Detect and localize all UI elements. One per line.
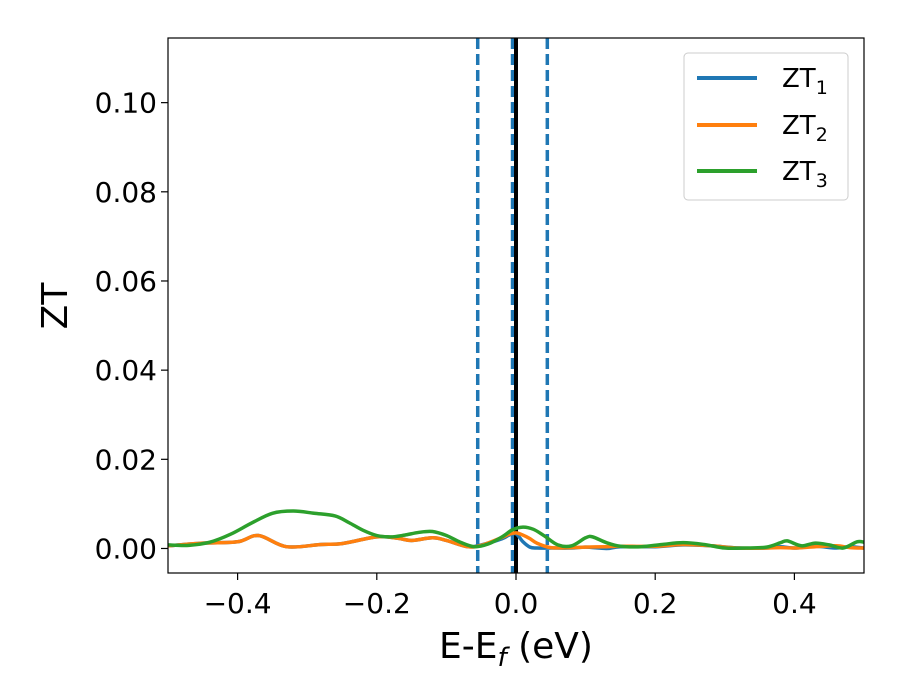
x-axis: −0.4 −0.2 0.0 0.2 0.4	[204, 573, 817, 620]
series-layer	[168, 509, 864, 551]
x-axis-label: E-Ef (eV)	[439, 626, 593, 673]
y-tick-label-0-00: 0.00	[95, 532, 157, 565]
x-axis-label-suffix: (eV)	[507, 626, 593, 667]
x-tick-label-neg0-4: −0.4	[204, 587, 272, 620]
legend-entry-zt1: ZT1	[697, 64, 828, 99]
y-tick-label-0-08: 0.08	[95, 176, 157, 209]
legend-label-zt1: ZT1	[782, 64, 828, 99]
legend-label-zt2: ZT2	[782, 111, 828, 146]
y-axis: 0.00 0.02 0.04 0.06 0.08 0.10	[95, 87, 168, 565]
series-line-zt3	[168, 509, 864, 551]
vertical-lines	[475, 38, 550, 573]
x-tick-label-0-4: 0.4	[772, 587, 817, 620]
y-axis-label: ZT	[35, 282, 76, 330]
legend-entry-zt3: ZT3	[697, 157, 828, 192]
legend-label-zt3: ZT3	[782, 157, 828, 192]
y-tick-label-0-10: 0.10	[95, 87, 157, 120]
x-axis-label-main: E-E	[439, 626, 497, 667]
x-tick-label-0-2: 0.2	[633, 587, 678, 620]
y-tick-label-0-04: 0.04	[95, 354, 157, 387]
y-tick-label-0-06: 0.06	[95, 265, 157, 298]
legend-entry-zt2: ZT2	[697, 111, 828, 146]
legend: ZT1 ZT2 ZT3	[683, 52, 849, 201]
x-tick-label-0-0: 0.0	[494, 587, 539, 620]
legend-box	[683, 52, 849, 201]
x-tick-label-neg0-2: −0.2	[343, 587, 411, 620]
y-tick-label-0-02: 0.02	[95, 443, 157, 476]
